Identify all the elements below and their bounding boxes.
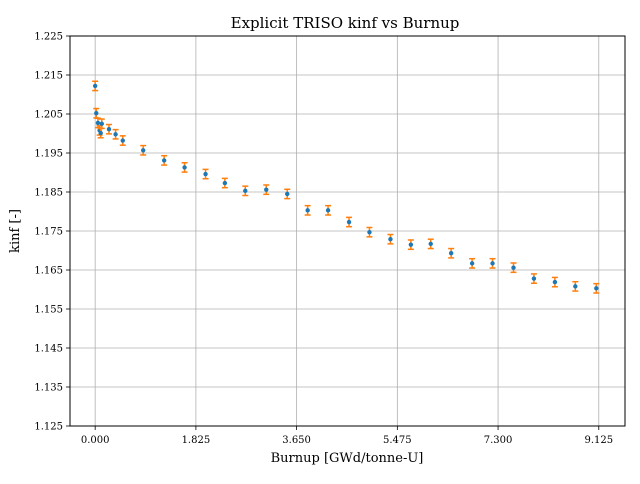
data-point — [448, 251, 454, 256]
data-point — [140, 148, 146, 153]
data-point — [98, 130, 103, 136]
data-point — [203, 171, 208, 177]
data-point — [95, 120, 101, 126]
data-point — [305, 208, 310, 213]
data-point — [113, 132, 118, 137]
x-tick-label: 9.125 — [584, 435, 613, 446]
data-point — [243, 188, 248, 194]
y-tick-label: 1.215 — [34, 71, 63, 82]
x-axis-title: Burnup [GWd/tonne-U] — [271, 451, 424, 466]
data-point — [222, 180, 228, 186]
x-tick-label: 3.650 — [282, 435, 311, 446]
y-axis-title: kinf [-] — [8, 209, 23, 253]
data-point — [92, 83, 98, 89]
data-point — [285, 191, 290, 197]
data-point — [325, 208, 331, 213]
axis-ticks: 0.000 1.825 3.650 5.475 7.300 9.125 1.125 1.135… — [34, 32, 613, 447]
data-point — [511, 265, 516, 270]
data-point — [388, 236, 393, 242]
data-point — [573, 284, 578, 289]
y-tick-label: 1.185 — [34, 188, 63, 199]
data-points — [92, 80, 600, 294]
data-point — [94, 111, 99, 116]
y-tick-label: 1.155 — [34, 305, 63, 316]
data-point — [120, 138, 125, 143]
x-tick-label: 1.825 — [182, 435, 211, 446]
y-tick-label: 1.165 — [34, 266, 63, 277]
data-point — [552, 279, 558, 285]
y-tick-label: 1.205 — [34, 110, 63, 121]
data-point — [408, 242, 414, 247]
y-tick-label: 1.225 — [34, 32, 63, 43]
data-point — [99, 121, 104, 126]
data-point — [531, 276, 537, 281]
y-tick-label: 1.125 — [34, 422, 63, 433]
data-point — [367, 229, 372, 235]
y-tick-label: 1.195 — [34, 149, 63, 160]
data-point — [264, 187, 269, 192]
grid-lines — [70, 35, 625, 427]
data-point — [469, 261, 475, 266]
data-point — [106, 127, 112, 132]
x-tick-label: 0.000 — [81, 435, 110, 446]
data-point — [594, 286, 599, 291]
y-tick-label: 1.135 — [34, 383, 63, 394]
y-tick-label: 1.145 — [34, 344, 63, 355]
chart-title: Explicit TRISO kinf vs Burnup — [231, 14, 460, 32]
data-point — [182, 165, 187, 170]
x-tick-label: 5.475 — [383, 435, 412, 446]
data-point — [490, 261, 495, 266]
y-tick-label: 1.175 — [34, 227, 63, 238]
data-point — [346, 219, 352, 225]
data-point — [161, 158, 167, 163]
x-tick-label: 7.300 — [484, 435, 513, 446]
data-point — [428, 241, 433, 247]
